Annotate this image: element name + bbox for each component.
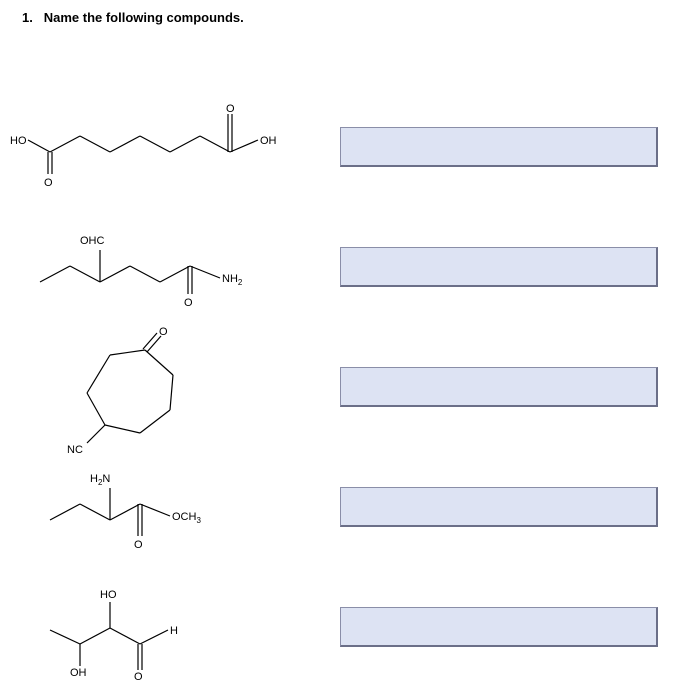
- molecule-2: OHC O NH2: [30, 220, 290, 313]
- answer-box-3[interactable]: [340, 367, 658, 407]
- label-nc: NC: [67, 444, 83, 456]
- label-ho: HO: [10, 135, 27, 147]
- molecule-5: OH HO O H: [40, 580, 240, 683]
- label-o-left: O: [44, 177, 53, 189]
- answer-box-2[interactable]: [340, 247, 658, 287]
- label-h2n: H2N: [90, 473, 110, 487]
- label-och3: OCH3: [172, 511, 201, 525]
- label-o-ald: O: [134, 671, 143, 683]
- question-title: 1. Name the following compounds.: [22, 10, 244, 25]
- answer-box-5[interactable]: [340, 607, 658, 647]
- label-oh-right: OH: [260, 135, 277, 147]
- label-oh-bottom: OH: [70, 667, 87, 679]
- label-o-ring: O: [159, 326, 168, 338]
- q-text: Name the following compounds.: [44, 10, 244, 25]
- answer-box-4[interactable]: [340, 487, 658, 527]
- label-nh2: NH2: [222, 273, 243, 287]
- molecule-1: HO O O OH: [10, 100, 310, 193]
- answer-box-1[interactable]: [340, 127, 658, 167]
- q-number: 1.: [22, 10, 33, 25]
- label-ohc: OHC: [80, 235, 105, 247]
- label-o-right-top: O: [226, 103, 235, 115]
- label-o-mid: O: [184, 297, 193, 309]
- molecule-4: H2N O OCH3: [40, 460, 260, 563]
- label-o-est: O: [134, 539, 143, 551]
- label-h: H: [170, 625, 178, 637]
- label-ho-top: HO: [100, 589, 117, 601]
- molecule-3: O NC: [55, 325, 215, 468]
